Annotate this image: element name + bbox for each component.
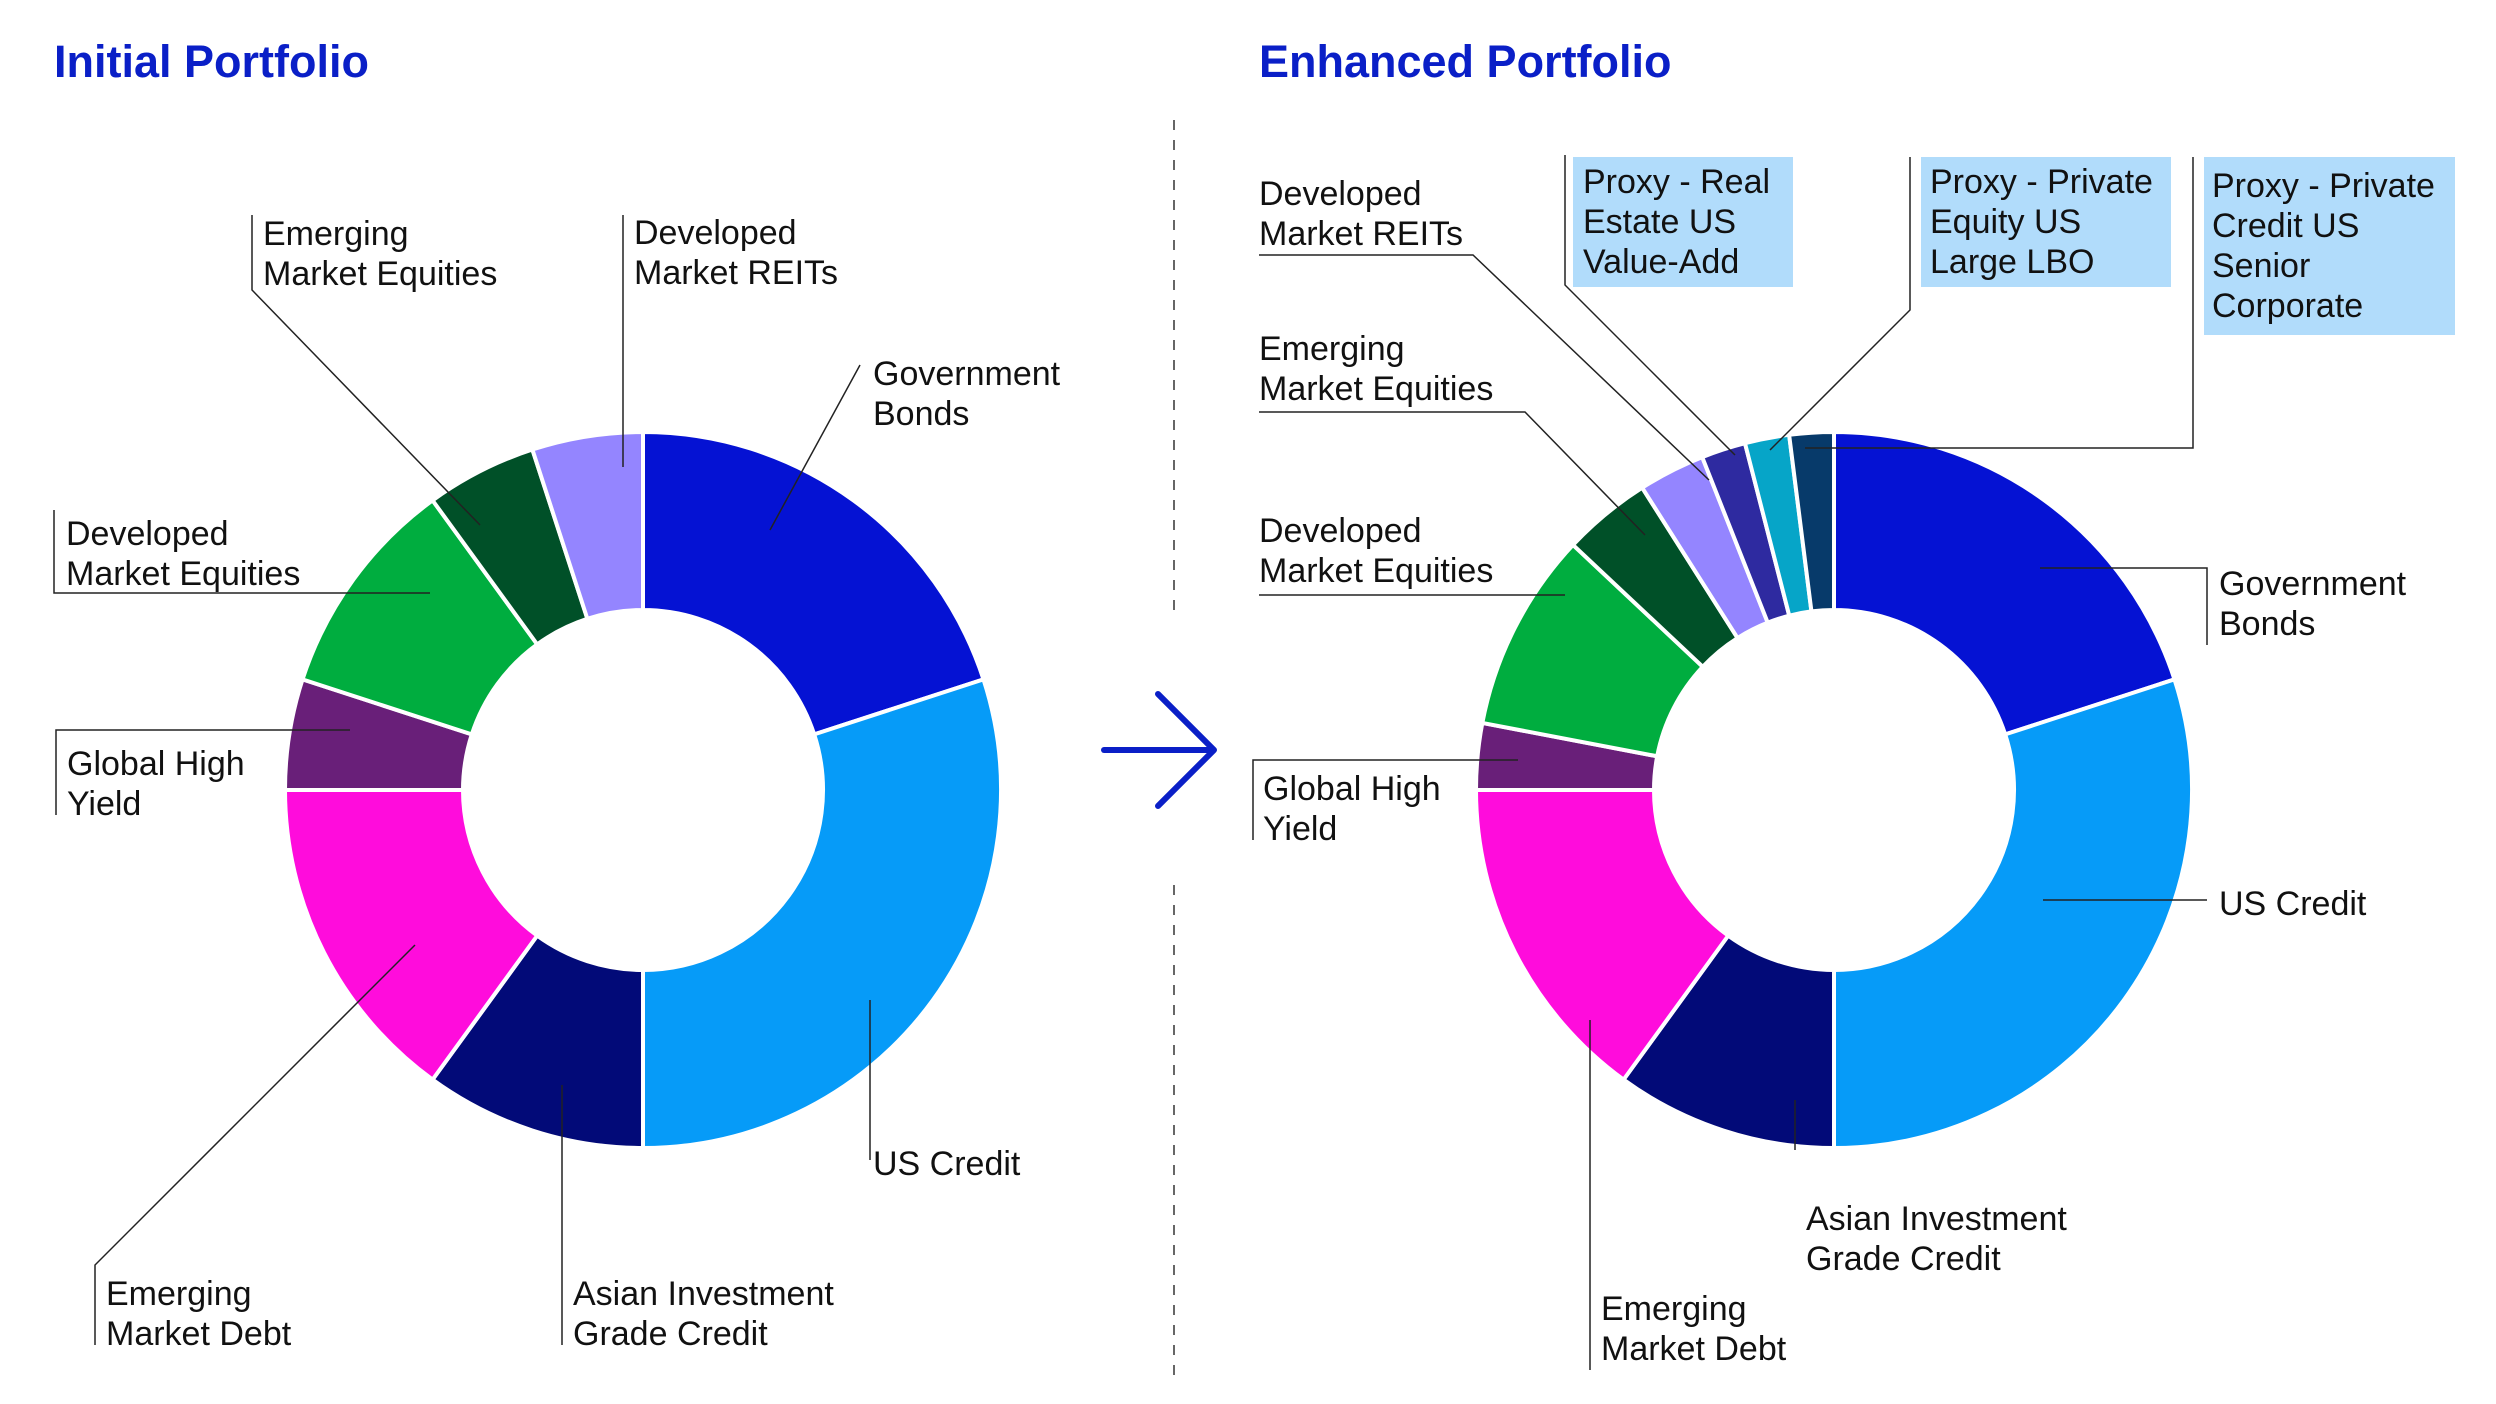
label-text: Emerging Market Debt — [1601, 1290, 1787, 1368]
label-government-bonds: Government Bonds — [2040, 565, 2407, 645]
label-text: Developed Market REITs — [1259, 175, 1463, 253]
slice-labels: Government Bonds US Credit Asian Investment… — [53, 214, 1061, 1353]
label-text: Asian Investment Grade Credit — [573, 1275, 834, 1353]
label-emerging-market-equities: Emerging Market Equities — [251, 215, 497, 526]
label-asian-investment-grade-credit: Asian Investment Grade Credit — [1794, 1100, 2067, 1278]
leader-line — [1259, 411, 1646, 536]
slice-emerging-market-debt — [282, 788, 540, 1083]
donut-slices — [282, 429, 1003, 1151]
label-text: Developed Market Equities — [1259, 512, 1493, 590]
label-highlight-box — [1573, 157, 1793, 287]
leader-line — [55, 729, 350, 815]
leader-line — [2040, 567, 2208, 645]
label-us-credit: US Credit — [869, 1000, 1021, 1183]
slice-emerging-market-debt — [1473, 788, 1731, 1083]
label-text: Global High Yield — [1263, 770, 1441, 848]
leader-line — [1252, 759, 1518, 840]
enhanced-portfolio-title: Enhanced Portfolio — [1259, 36, 1672, 87]
label-highlight-box — [1921, 157, 2171, 287]
label-asian-investment-grade-credit: Asian Investment Grade Credit — [561, 1085, 834, 1353]
label-text: Proxy - Private Credit US Senior Corporate — [2212, 167, 2435, 325]
label-text: Proxy - Private Equity US Large LBO — [1930, 163, 2153, 281]
label-developed-market-reits: Developed Market REITs — [1259, 175, 1710, 481]
slice-proxy-private-credit-us-senior-corporate — [1786, 429, 1836, 614]
leader-line — [251, 215, 481, 526]
label-us-credit: US Credit — [2043, 885, 2367, 923]
label-text: Global High Yield — [67, 745, 245, 823]
label-text: Government Bonds — [2219, 565, 2407, 643]
label-text: US Credit — [873, 1145, 1021, 1183]
leader-line — [1564, 155, 1736, 456]
label-text: Proxy - Real Estate US Value-Add — [1583, 163, 1770, 281]
slice-labels: Government Bonds US Credit Asian Investment… — [1252, 155, 2455, 1370]
donut-slices — [1473, 429, 2194, 1151]
initial-portfolio-title: Initial Portfolio — [54, 36, 369, 87]
label-text: Emerging Market Debt — [106, 1275, 292, 1353]
slice-government-bonds — [1832, 429, 2178, 737]
arrow-right-icon — [1101, 691, 1217, 809]
slice-developed-market-reits — [529, 429, 645, 622]
slice-us-credit — [641, 676, 1003, 1151]
label-text: US Credit — [2219, 885, 2367, 923]
label-highlight-box — [2204, 157, 2455, 335]
label-developed-market-equities: Developed Market Equities — [1259, 512, 1565, 596]
slice-us-credit — [1832, 676, 2194, 1151]
leader-line — [53, 510, 430, 594]
label-proxy-real-estate-us-value-add: Proxy - Real Estate US Value-Add — [1564, 155, 1793, 456]
label-proxy-private-equity-us-large-lbo: Proxy - Private Equity US Large LBO — [1769, 157, 2171, 451]
leader-line — [769, 364, 861, 531]
leader-line — [1805, 157, 2194, 449]
initial-portfolio-donut: Government Bonds US Credit Asian Investment… — [53, 214, 1061, 1353]
label-emerging-market-debt: Emerging Market Debt — [1589, 1020, 1787, 1370]
label-developed-market-equities: Developed Market Equities — [53, 510, 430, 594]
label-text: Developed Market REITs — [634, 214, 838, 292]
enhanced-portfolio-donut: Government Bonds US Credit Asian Investment… — [1252, 155, 2455, 1370]
label-text: Emerging Market Equities — [1259, 330, 1493, 408]
label-text: Emerging Market Equities — [263, 215, 497, 293]
label-proxy-private-credit-us-senior-corporate: Proxy - Private Credit US Senior Corporate — [1805, 157, 2455, 449]
slice-government-bonds — [641, 429, 986, 737]
label-emerging-market-debt: Emerging Market Debt — [94, 944, 416, 1353]
leader-line — [94, 944, 416, 1345]
leader-line — [1769, 157, 1911, 451]
label-government-bonds: Government Bonds — [769, 355, 1061, 531]
leader-line — [1259, 254, 1710, 481]
label-developed-market-reits: Developed Market REITs — [622, 214, 838, 467]
label-text: Developed Market Equities — [66, 515, 300, 593]
label-global-high-yield: Global High Yield — [1252, 759, 1518, 848]
label-emerging-market-equities: Emerging Market Equities — [1259, 330, 1646, 536]
label-global-high-yield: Global High Yield — [55, 729, 350, 823]
label-text: Government Bonds — [873, 355, 1061, 433]
label-text: Asian Investment Grade Credit — [1806, 1200, 2067, 1278]
